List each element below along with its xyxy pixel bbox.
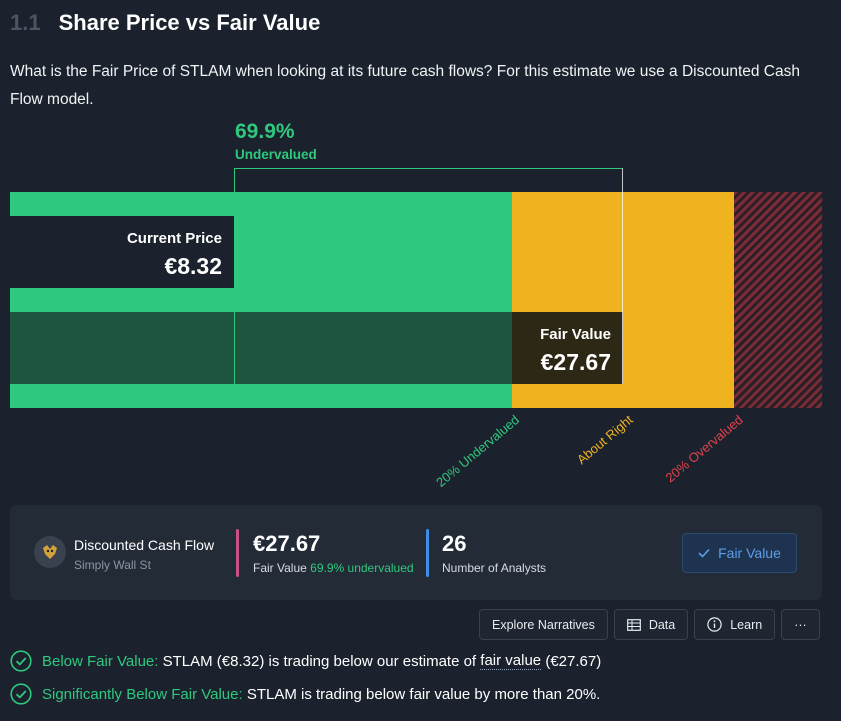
fair-value-button[interactable]: Fair Value [682, 533, 797, 573]
table-icon [626, 618, 641, 631]
analysts-accent [426, 529, 429, 577]
check-circle-icon [10, 683, 32, 705]
action-toolbar: Explore Narratives Data Learn ··· [479, 609, 820, 640]
zone-label-about-right: About Right [573, 412, 636, 468]
more-options-icon: ··· [794, 617, 807, 632]
analysts-caption: Number of Analysts [442, 561, 547, 575]
current-price-label: Current Price [126, 230, 222, 247]
check-title: Below Fair Value: [42, 652, 159, 670]
valuation-model-card: Discounted Cash Flow Simply Wall St €27.… [10, 505, 822, 600]
check-circle-icon [10, 650, 32, 672]
check-title: Significantly Below Fair Value: [42, 685, 243, 703]
fair-value-pct: 69.9% undervalued [310, 561, 414, 575]
data-button[interactable]: Data [613, 609, 689, 640]
undervalued-label: Undervalued [235, 147, 317, 162]
current-price-box: Current Price €8.32 [10, 216, 234, 288]
check-item: Significantly Below Fair Value: STLAM is… [10, 683, 601, 705]
more-options-button[interactable]: ··· [781, 609, 820, 640]
info-icon [707, 617, 722, 632]
fair-value-button-label: Fair Value [718, 545, 781, 561]
card-fair-value-caption: Fair Value 69.9% undervalued [253, 561, 414, 575]
check-item: Below Fair Value: STLAM (€8.32) is tradi… [10, 650, 601, 672]
model-name: Discounted Cash Flow [74, 537, 215, 553]
fair-value-value: €27.67 [540, 349, 611, 375]
current-price-value: €8.32 [164, 253, 222, 279]
zone-label-undervalued: 20% Undervalued [432, 412, 522, 490]
data-label: Data [648, 617, 676, 632]
check-text-suffix: (€27.67) [545, 652, 602, 670]
explore-narratives-button[interactable]: Explore Narratives [479, 609, 608, 640]
section-number: 1.1 [10, 10, 41, 35]
simply-wall-st-logo-icon [34, 536, 66, 568]
card-fair-value: €27.67 [253, 531, 321, 556]
analysts-count: 26 [442, 531, 467, 556]
section-description: What is the Fair Price of STLAM when loo… [10, 63, 800, 108]
model-source: Simply Wall St [74, 558, 151, 572]
learn-button[interactable]: Learn [694, 609, 776, 640]
check-text: STLAM (€8.32) is trading below our estim… [162, 652, 477, 670]
learn-label: Learn [730, 617, 763, 632]
valuation-checks: Below Fair Value: STLAM (€8.32) is tradi… [10, 650, 601, 716]
fair-value-box: Fair Value €27.67 [512, 312, 623, 384]
fair-value-label: Fair Value [540, 326, 611, 343]
section-title: Share Price vs Fair Value [58, 10, 321, 35]
check-text: STLAM is trading below fair value by mor… [246, 685, 601, 703]
check-icon [698, 548, 710, 558]
explore-narratives-label: Explore Narratives [492, 617, 595, 632]
zone-label-overvalued: 20% Overvalued [662, 412, 746, 486]
undervalued-percent: 69.9% [235, 120, 295, 143]
fair-value-caption: Fair Value [253, 561, 307, 575]
overvalued-zone [734, 192, 822, 408]
section-header: 1.1 Share Price vs Fair Value [10, 10, 320, 36]
fair-value-link[interactable]: fair value [480, 652, 542, 670]
undervalued-bracket [234, 168, 623, 384]
valuation-chart: 69.9% Undervalued Current Price €8.32 Fa… [10, 110, 822, 490]
fair-value-accent [236, 529, 239, 577]
